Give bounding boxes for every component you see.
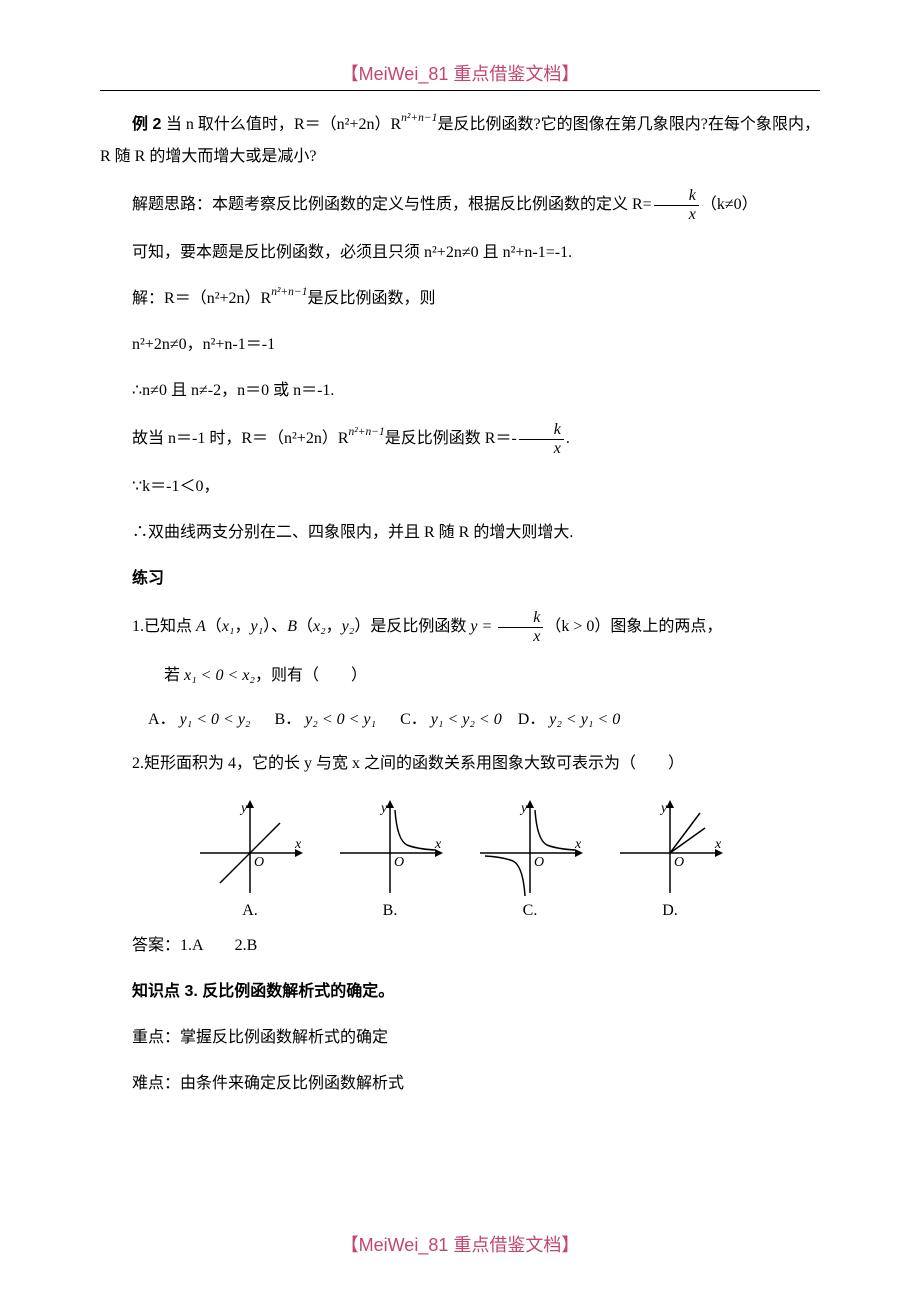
p1l2-t1: 若 (164, 667, 184, 684)
p1-x2: x₂ (313, 618, 326, 635)
figure-A: y x O A. (195, 798, 305, 920)
opt-C: C． (400, 711, 427, 728)
kp3-line1: 重点：掌握反比例函数解析式的确定 (100, 1022, 820, 1054)
svg-text:y: y (379, 801, 388, 816)
c1-t2: 是反比例函数 R＝- (385, 430, 517, 447)
solution-idea: 解题思路：本题考察反比例函数的定义与性质，根据反比例函数的定义 R=kx（k≠0… (100, 187, 820, 223)
page-footer: 【MeiWei_81 重点借鉴文档】 (0, 1231, 920, 1257)
svg-text:O: O (674, 855, 684, 870)
p1-cond: （k > 0）图象上的两点， (545, 618, 722, 635)
conclude2: ∵k＝-1＜0， (100, 471, 820, 503)
p1-t4: （ (297, 618, 313, 635)
p1l2-cond: x₁ < 0 < x₂ (184, 667, 255, 684)
p1-B: B (287, 618, 297, 635)
page-header: 【MeiWei_81 重点借鉴文档】 (100, 60, 820, 86)
p1-t3: ）、 (263, 618, 287, 635)
p1-eq: y = (470, 618, 496, 635)
figure-row: y x O A. y x O B. y x O (100, 798, 820, 920)
opt-Bexp: y₂ < 0 < y₁ (305, 711, 376, 728)
p1-line1: 1.已知点 A（x₁，y₁）、B（x₂，y₂）是反比例函数 y = kx（k >… (100, 609, 820, 645)
p1-c2: ， (326, 618, 342, 635)
header-rule (100, 90, 820, 91)
frac-num: k (654, 187, 699, 206)
svg-text:y: y (659, 801, 668, 816)
practice-label: 练习 (100, 563, 820, 595)
c1-t3: . (566, 430, 570, 447)
opt-D: D． (518, 711, 546, 728)
opt-Dexp: y₂ < y₁ < 0 (549, 711, 620, 728)
eq1: n²+2n≠0，n²+n-1＝-1 (100, 329, 820, 361)
p1-t2: （ (206, 618, 222, 635)
svg-text:x: x (714, 837, 722, 852)
label-C: C. (523, 902, 538, 920)
conclude1: 故当 n＝-1 时，R＝（n²+2n）Rn²+n−1是反比例函数 R＝-kx. (100, 421, 820, 457)
idea-t2: （k≠0） (701, 196, 758, 213)
opt-A: A． (148, 711, 176, 728)
svg-text:O: O (534, 855, 544, 870)
opt-Aexp: y₁ < 0 < y₂ (180, 711, 251, 728)
solve-line: 解：R＝（n²+2n）Rn²+n−1是反比例函数，则 (100, 283, 820, 315)
frac-kx: kx (654, 187, 699, 223)
example-label: 例 2 (132, 116, 166, 133)
label-D: D. (662, 902, 678, 920)
frac-kx2: kx (519, 421, 564, 457)
eq2: ∴n≠0 且 n≠-2，n＝0 或 n＝-1. (100, 375, 820, 407)
p1-x1: x₁ (222, 618, 235, 635)
p2: 2.矩形面积为 4，它的长 y 与宽 x 之间的函数关系用图象大致可表示为（ ） (100, 748, 820, 780)
graph-C: y x O (475, 798, 585, 898)
answer: 答案：1.A 2.B (100, 930, 820, 962)
graph-B: y x O (335, 798, 445, 898)
frac-kx3: kx (498, 609, 543, 645)
svg-text:x: x (574, 837, 582, 852)
solve-t1: R＝（n²+2n）R (164, 290, 271, 307)
opt-Cexp: y₁ < y₂ < 0 (431, 711, 502, 728)
example2-question: 例 2 当 n 取什么值时，R＝（n²+2n）Rn²+n−1是反比例函数?它的图… (100, 109, 820, 173)
conclude3: ∴双曲线两支分别在二、四象限内，并且 R 随 R 的增大则增大. (100, 517, 820, 549)
c1-super: n²+n−1 (349, 426, 385, 438)
figure-B: y x O B. (335, 798, 445, 920)
q-super: n²+n−1 (401, 112, 437, 124)
p1-y2: y₂ (342, 618, 355, 635)
idea-t1: 解题思路：本题考察反比例函数的定义与性质，根据反比例函数的定义 R= (132, 196, 652, 213)
frac-num2: k (519, 421, 564, 440)
figure-C: y x O C. (475, 798, 585, 920)
svg-text:x: x (434, 837, 442, 852)
frac-den3: x (498, 628, 543, 646)
solve-label: 解： (132, 290, 164, 307)
graph-A: y x O (195, 798, 305, 898)
figure-D: y x O D. (615, 798, 725, 920)
line-know: 可知，要本题是反比例函数，必须且只须 n²+2n≠0 且 n²+n-1=-1. (100, 237, 820, 269)
p1-line2: 若 x₁ < 0 < x₂，则有（ ） (100, 660, 820, 692)
p1-y1: y₁ (251, 618, 264, 635)
frac-den2: x (519, 440, 564, 458)
svg-text:O: O (394, 855, 404, 870)
q-part1: 当 n 取什么值时，R＝（n²+2n）R (166, 116, 401, 133)
p1-c1: ， (234, 618, 250, 635)
kp3-label: 知识点 3. 反比例函数解析式的确定。 (100, 976, 820, 1008)
label-A: A. (242, 902, 258, 920)
graph-D: y x O (615, 798, 725, 898)
frac-num3: k (498, 609, 543, 628)
solve-t2: 是反比例函数，则 (307, 290, 435, 307)
opt-B: B． (274, 711, 301, 728)
p1-A: A (196, 618, 206, 635)
svg-text:y: y (239, 801, 248, 816)
frac-den: x (654, 206, 699, 224)
p1l2-t2: ，则有（ ） (255, 667, 367, 684)
kp3-line2: 难点：由条件来确定反比例函数解析式 (100, 1068, 820, 1100)
svg-text:x: x (294, 837, 302, 852)
svg-text:O: O (254, 855, 264, 870)
c1-t1: 故当 n＝-1 时，R＝（n²+2n）R (132, 430, 349, 447)
label-B: B. (383, 902, 398, 920)
svg-text:y: y (519, 801, 528, 816)
p1-options: A． y₁ < 0 < y₂ B． y₂ < 0 < y₁ C． y₁ < y₂… (100, 706, 820, 735)
p1-t1: 1.已知点 (132, 618, 196, 635)
p1-t5: ）是反比例函数 (354, 618, 470, 635)
solve-super: n²+n−1 (271, 286, 307, 298)
